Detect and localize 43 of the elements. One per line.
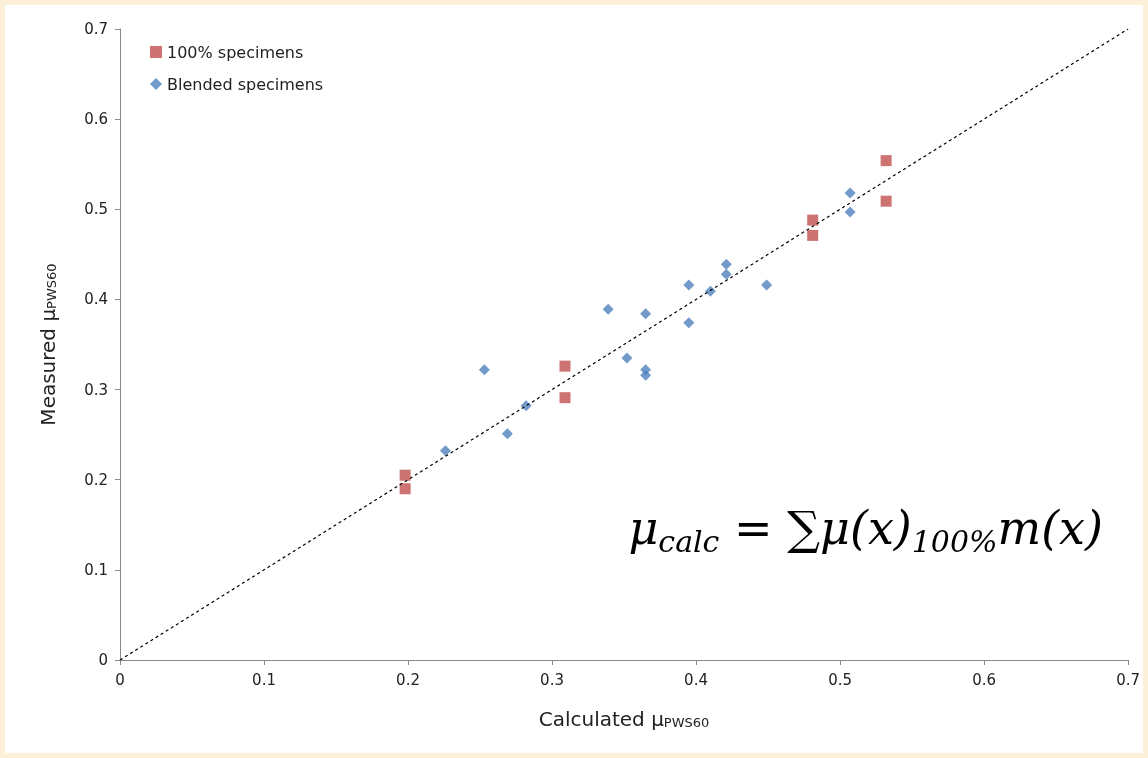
point [807, 229, 819, 241]
y-tick-label: 0.4 [84, 290, 108, 309]
point [640, 308, 652, 320]
legend-label: Blended specimens [167, 74, 324, 94]
x-tick-label: 0.7 [1116, 670, 1140, 689]
x-tick-label: 0 [115, 670, 125, 689]
point [683, 317, 695, 329]
y-tick-label: 0 [98, 651, 108, 669]
x-tick-label: 0.5 [828, 670, 852, 689]
point [602, 303, 614, 315]
y-tick-label: 0.5 [84, 200, 108, 219]
point [761, 279, 773, 291]
point [807, 214, 819, 226]
point [683, 279, 695, 291]
point [720, 258, 732, 270]
y-tick-label: 0.6 [84, 110, 108, 129]
x-tick-label: 0.2 [396, 670, 420, 689]
point [704, 285, 716, 297]
point [621, 352, 633, 364]
x-tick-label: 0.6 [972, 670, 996, 689]
point [559, 360, 571, 372]
point [478, 364, 490, 376]
point [640, 369, 652, 381]
point [880, 195, 892, 207]
legend-label: 100% specimens [167, 42, 304, 62]
point [399, 469, 411, 481]
point [844, 187, 856, 199]
point [399, 483, 411, 495]
point [844, 206, 856, 218]
x-tick-label: 0.4 [684, 670, 708, 689]
x-tick-label: 0.1 [252, 670, 276, 689]
point [720, 268, 732, 280]
x-axis-title: Calculated μPWS60 [538, 706, 710, 731]
point [439, 445, 451, 457]
y-tick-label: 0.2 [84, 470, 108, 489]
x-tick-label: 0.3 [540, 670, 564, 689]
y-axis-title: Measured μPWS60 [35, 263, 60, 426]
point [501, 428, 513, 440]
y-tick-label: 0.1 [84, 560, 108, 579]
y-tick-label: 0.3 [84, 380, 108, 399]
y-tick-label: 0.7 [84, 20, 108, 38]
point [559, 392, 571, 404]
point [880, 155, 892, 167]
